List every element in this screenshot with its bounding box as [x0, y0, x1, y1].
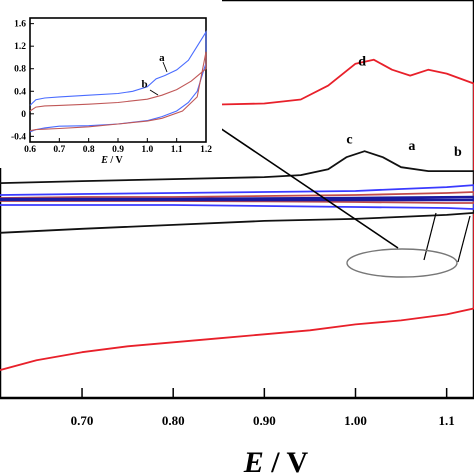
inset-series-group [29, 30, 207, 133]
main-curve-label-a: a [408, 139, 415, 154]
label-b-leader-line [457, 215, 471, 263]
inset-label-b-leader [149, 89, 159, 96]
main-x-tick-label: 0.80 [162, 413, 185, 428]
inset-x-tick-label: 0.8 [83, 145, 95, 155]
inset-curve-label-b: b [141, 78, 147, 90]
main-x-tick-label: 0.70 [71, 413, 94, 428]
highlight-ellipse [346, 248, 458, 278]
main-series-line-a [0, 184, 474, 210]
main-curve-label-d: d [358, 55, 366, 70]
main-x-tick-label: 1.00 [344, 413, 367, 428]
main-curve-labels: d c a b [346, 55, 471, 263]
inset-y-tick-label: -0.4 [11, 132, 26, 142]
main-x-tick-label: 1.1 [439, 413, 455, 428]
inset-y-tick-label: 1.6 [14, 20, 26, 30]
inset-label-a-leader [162, 61, 168, 73]
main-plot-frame [0, 0, 474, 400]
inset-x-axis-title: E / V [100, 155, 123, 166]
inset-x-tick-label: 1.0 [141, 145, 153, 155]
main-x-axis-title: E / V [243, 446, 309, 474]
main-series-line-c [0, 150, 474, 234]
inset-y-tick-label: 0.4 [14, 87, 26, 97]
main-curve-label-c: c [346, 132, 352, 147]
main-x-tick-label: 0.90 [253, 413, 276, 428]
inset-series-line-b [29, 51, 207, 132]
inset-x-tick-label: 1.2 [200, 145, 212, 155]
inset-y-tick-label: 0.8 [14, 65, 26, 75]
inset-x-tick-label: 0.9 [112, 145, 124, 155]
inset-x-tick-label: 0.7 [53, 145, 65, 155]
inset-x-tick-label: 0.6 [24, 145, 36, 155]
callout-connector-line [213, 123, 399, 249]
main-series-line-b [0, 191, 474, 204]
inset-curve-labels: ab [141, 52, 168, 96]
inset-y-tick-label: 1.2 [14, 42, 26, 52]
inset-ticks: 0.6 0.7 0.8 0.9 1.0 1.1 1.2 1.6 1.2 0.8 0.4 0 -0.4 [11, 20, 212, 155]
main-series-line-baseline [0, 195, 474, 202]
main-x-ticks: 0.70 0.80 0.90 1.00 1.1 [71, 388, 455, 428]
inset-y-tick-label: 0 [21, 110, 26, 120]
label-a-leader-line [423, 212, 437, 261]
inset-curve-label-a: a [159, 52, 165, 64]
inset-x-tick-label: 1.1 [171, 145, 183, 155]
inset-background [0, 0, 222, 168]
inset-series-line-a [29, 30, 207, 133]
inset-panel: 0.6 0.7 0.8 0.9 1.0 1.1 1.2 1.6 1.2 0.8 0.4 0 -0.4 a… [0, 0, 222, 168]
main-curve-label-b: b [454, 145, 462, 160]
